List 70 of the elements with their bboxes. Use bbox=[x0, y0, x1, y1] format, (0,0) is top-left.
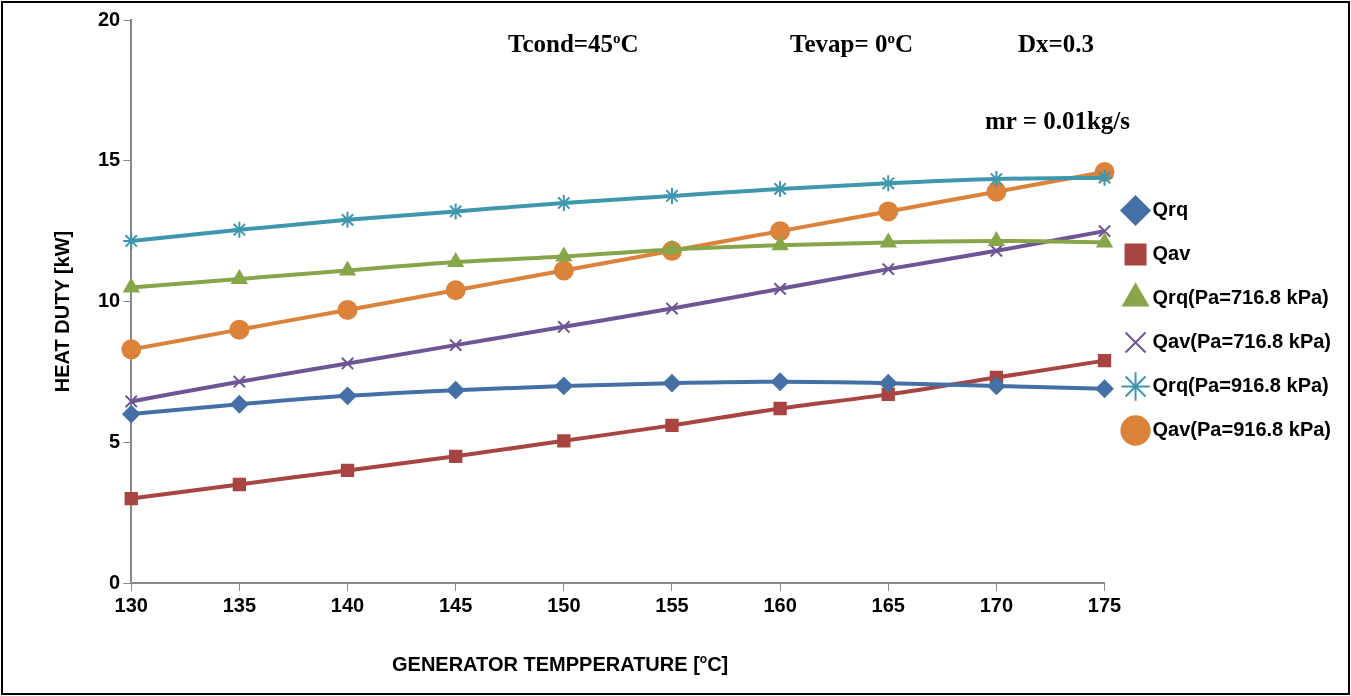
point bbox=[1097, 353, 1112, 368]
legend-label: Qav bbox=[1152, 242, 1192, 265]
y-tick-label: 15 bbox=[98, 148, 121, 171]
annotation: mr = 0.01kg/s bbox=[985, 107, 1131, 135]
point bbox=[555, 247, 572, 262]
y-axis-title: HEAT DUTY [kW] bbox=[51, 230, 75, 393]
x-tick-label: 160 bbox=[763, 593, 797, 616]
point bbox=[880, 233, 897, 248]
point bbox=[340, 463, 355, 478]
point bbox=[339, 261, 356, 276]
legend-label: Qav(Pa=716.8 kPa) bbox=[1152, 330, 1332, 353]
point bbox=[124, 394, 138, 409]
point bbox=[1096, 233, 1113, 248]
point bbox=[445, 280, 466, 301]
point bbox=[230, 395, 249, 414]
x-tick-label: 140 bbox=[330, 593, 365, 616]
y-tick-label: 0 bbox=[109, 570, 121, 593]
x-tick-label: 130 bbox=[114, 593, 148, 616]
point bbox=[879, 374, 898, 393]
legend-label: Qrq(Pa=916.8 kPa) bbox=[1152, 374, 1329, 397]
point bbox=[553, 260, 574, 281]
point bbox=[449, 449, 463, 463]
y-tick-label: 20 bbox=[98, 7, 121, 30]
point bbox=[1097, 224, 1112, 238]
legend-label: Qrq bbox=[1152, 198, 1189, 221]
x-tick-label: 150 bbox=[547, 593, 581, 616]
x-tick-label: 135 bbox=[222, 593, 257, 616]
point bbox=[229, 319, 250, 340]
point bbox=[665, 418, 679, 433]
y-tick-label: 5 bbox=[109, 429, 121, 452]
point bbox=[338, 386, 357, 405]
x-tick-label: 165 bbox=[871, 593, 905, 616]
legend-label: Qrq(Pa=716.8 kPa) bbox=[1152, 286, 1329, 309]
point bbox=[232, 375, 247, 389]
point bbox=[121, 339, 142, 360]
point bbox=[987, 376, 1006, 395]
point bbox=[881, 262, 895, 276]
point bbox=[773, 282, 787, 296]
x-axis-title: GENERATOR TEMPPERATURE [$^{o}$C] bbox=[392, 652, 729, 676]
point bbox=[878, 201, 899, 222]
annotation: Dx=0.3 bbox=[1018, 30, 1095, 58]
x-tick-label: 145 bbox=[438, 593, 473, 616]
point bbox=[340, 356, 355, 371]
point bbox=[337, 299, 358, 320]
point bbox=[772, 236, 789, 251]
point bbox=[557, 434, 571, 448]
point bbox=[771, 372, 790, 391]
point bbox=[123, 278, 140, 293]
point bbox=[122, 405, 141, 424]
point bbox=[554, 376, 573, 395]
annotation: Tcond=45$^{o}$C bbox=[508, 30, 639, 59]
point bbox=[989, 244, 1004, 258]
point bbox=[124, 491, 138, 506]
y-tick-label: 10 bbox=[98, 289, 121, 312]
x-tick-label: 170 bbox=[979, 593, 1014, 616]
point bbox=[662, 374, 681, 393]
point bbox=[449, 338, 463, 352]
point bbox=[665, 301, 679, 316]
point bbox=[446, 381, 465, 400]
legend-label: Qav(Pa=916.8 kPa) bbox=[1152, 418, 1332, 441]
point bbox=[770, 221, 791, 242]
x-tick-label: 155 bbox=[655, 593, 689, 616]
annotation: Tevap= 0$^{o}$C bbox=[790, 30, 913, 59]
point bbox=[986, 181, 1007, 202]
point bbox=[447, 253, 464, 268]
point bbox=[557, 320, 571, 334]
point bbox=[773, 401, 787, 416]
point bbox=[232, 477, 247, 492]
x-tick-label: 175 bbox=[1087, 593, 1122, 616]
point bbox=[1095, 379, 1114, 398]
